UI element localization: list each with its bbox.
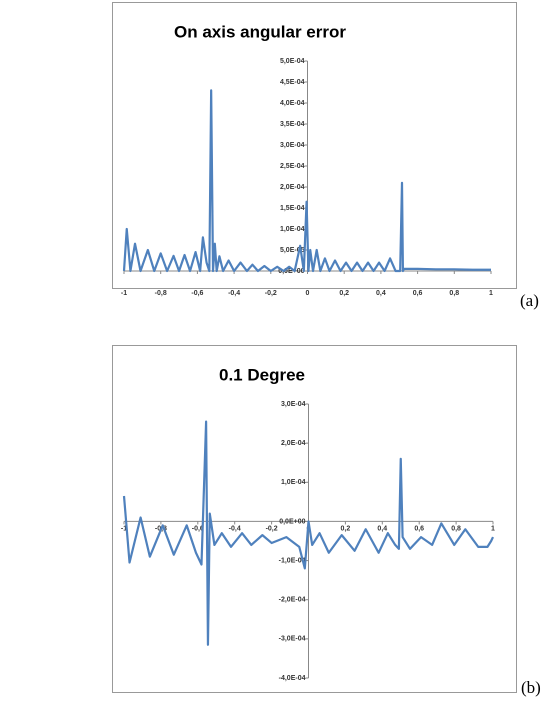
y-tick-label: 0,0E+00 <box>278 268 304 275</box>
x-tick-label: -0,2 <box>266 525 278 532</box>
y-tick-label: 2,0E-04 <box>280 184 305 191</box>
x-tick-label: 0,2 <box>339 290 349 297</box>
y-tick-label: 5,0E-04 <box>280 58 305 65</box>
y-tick-label: 1,0E-04 <box>281 479 306 486</box>
chart-frame <box>112 2 517 289</box>
x-tick-label: 1 <box>489 290 493 297</box>
x-tick-label: -1 <box>121 525 127 532</box>
y-tick-label: 4,5E-04 <box>280 79 305 86</box>
x-tick-label: 0,8 <box>449 290 459 297</box>
y-tick-label: 0,0E+00 <box>279 518 305 525</box>
panel-label: (a) <box>520 291 539 310</box>
y-tick-label: 3,5E-04 <box>280 121 305 128</box>
y-tick-label: 2,0E-04 <box>281 440 306 447</box>
y-tick-label: 5,0E-05 <box>280 247 305 254</box>
data-line <box>122 89 491 273</box>
x-tick-label: 0,8 <box>451 525 461 532</box>
x-tick-label: -1 <box>121 290 127 297</box>
panel-label: (b) <box>521 678 541 697</box>
x-tick-label: -0,4 <box>228 290 240 297</box>
y-tick-label: 3,0E-04 <box>281 401 306 408</box>
y-tick-label: -2,0E-04 <box>279 597 306 604</box>
x-tick-label: -0,6 <box>192 525 204 532</box>
y-tick-label: 2,5E-04 <box>280 163 305 170</box>
x-tick-label: -0,2 <box>265 290 277 297</box>
y-tick-label: -1,0E-04 <box>279 557 306 564</box>
x-tick-label: -0,4 <box>229 525 241 532</box>
chart-title: On axis angular error <box>174 22 346 41</box>
y-tick-label: 4,0E-04 <box>280 100 305 107</box>
y-tick-label: 1,5E-04 <box>280 205 305 212</box>
x-tick-label: 1 <box>491 525 495 532</box>
y-tick-label: -3,0E-04 <box>279 636 306 643</box>
x-tick-label: 0,4 <box>376 290 386 297</box>
x-tick-label: 0 <box>306 290 310 297</box>
chart-frame <box>112 345 517 693</box>
y-tick-label: 1,0E-04 <box>280 226 305 233</box>
x-tick-label: 0,4 <box>377 525 387 532</box>
data-line <box>122 420 494 646</box>
y-tick-label: 3,0E-04 <box>280 142 305 149</box>
x-tick-label: 0,6 <box>413 290 423 297</box>
x-tick-label: 0,2 <box>341 525 351 532</box>
chart-title: 0.1 Degree <box>219 365 305 384</box>
x-tick-label: -0,8 <box>155 290 167 297</box>
x-tick-label: -0,6 <box>191 290 203 297</box>
y-tick-label: -4,0E-04 <box>279 675 306 682</box>
x-tick-label: 0,6 <box>414 525 424 532</box>
